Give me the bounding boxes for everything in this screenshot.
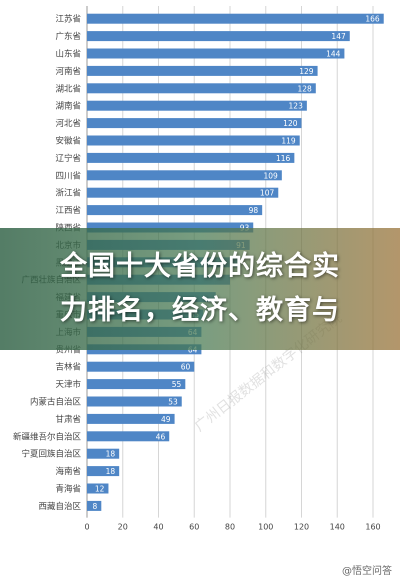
bar-value-label: 18	[106, 467, 116, 476]
title-overlay-band: 全国十大省份的综合实 力排名，经济、教育与	[0, 228, 400, 350]
category-label: 内蒙古自治区	[30, 397, 82, 408]
category-label: 西藏自治区	[38, 501, 81, 512]
bar	[87, 170, 282, 181]
category-label: 浙江省	[55, 188, 81, 199]
bar	[87, 205, 263, 216]
bar-value-label: 18	[106, 450, 116, 459]
x-tick-label: 20	[118, 523, 128, 532]
bar-value-label: 144	[326, 50, 341, 59]
bar	[87, 152, 295, 163]
bar	[87, 396, 182, 407]
bar	[87, 500, 102, 511]
bar-value-label: 166	[365, 15, 380, 24]
x-tick-label: 120	[294, 523, 309, 532]
x-tick-label: 100	[258, 523, 273, 532]
category-label: 天津市	[55, 379, 81, 390]
x-tick-label: 40	[153, 523, 163, 532]
x-tick-label: 160	[365, 523, 380, 532]
bar	[87, 118, 302, 129]
category-label: 新疆维吾尔自治区	[13, 431, 82, 442]
title-line-1: 全国十大省份的综合实	[60, 251, 340, 282]
bar-value-label: 98	[249, 206, 259, 215]
x-tick-label: 80	[225, 523, 235, 532]
bar	[87, 83, 316, 94]
x-tick-label: 140	[330, 523, 345, 532]
category-label: 广东省	[55, 31, 81, 42]
bar-value-label: 53	[168, 398, 178, 407]
bar-value-label: 60	[181, 363, 191, 372]
bar-value-label: 8	[93, 502, 98, 511]
bar	[87, 379, 186, 390]
source-badge: @悟空问答	[338, 561, 396, 578]
bar	[87, 222, 254, 233]
bar	[87, 65, 318, 76]
bar	[87, 361, 195, 372]
bar-value-label: 123	[289, 102, 304, 111]
category-label: 吉林省	[55, 362, 81, 373]
bar	[87, 431, 170, 442]
bar-value-label: 12	[95, 485, 105, 494]
bar-value-label: 119	[281, 137, 296, 146]
category-label: 山东省	[55, 49, 81, 60]
bar	[87, 466, 120, 477]
bar	[87, 48, 345, 59]
bar	[87, 100, 307, 111]
category-label: 宁夏回族自治区	[21, 449, 81, 460]
bar	[87, 31, 350, 42]
bar	[87, 448, 120, 459]
title-line-2: 力排名，经济、教育与	[60, 295, 340, 326]
bar-value-label: 49	[161, 415, 171, 424]
x-tick-label: 60	[189, 523, 199, 532]
bar	[87, 13, 384, 24]
category-label: 安徽省	[55, 136, 81, 147]
category-label: 青海省	[55, 484, 81, 495]
bar	[87, 413, 175, 424]
bar-value-label: 55	[172, 380, 182, 389]
category-label: 甘肃省	[55, 414, 81, 425]
x-tick-label: 0	[84, 523, 89, 532]
bar-value-label: 109	[264, 171, 279, 180]
bar-value-label: 120	[283, 119, 298, 128]
category-label: 江苏省	[55, 14, 81, 25]
bar-value-label: 129	[299, 67, 314, 76]
bar	[87, 187, 279, 198]
bar-value-label: 128	[297, 84, 312, 93]
category-label: 海南省	[55, 466, 81, 477]
bar-value-label: 116	[276, 154, 291, 163]
bar-value-label: 107	[260, 189, 275, 198]
category-label: 河北省	[55, 118, 81, 129]
category-label: 湖北省	[55, 83, 81, 94]
category-label: 河南省	[55, 66, 81, 77]
bar-value-label: 46	[156, 432, 166, 441]
category-label: 四川省	[55, 170, 81, 181]
bar	[87, 483, 109, 494]
category-label: 湖南省	[55, 101, 81, 112]
bar	[87, 135, 300, 146]
category-label: 江西省	[55, 205, 81, 216]
bar-value-label: 147	[331, 32, 346, 41]
category-label: 辽宁省	[55, 153, 81, 164]
